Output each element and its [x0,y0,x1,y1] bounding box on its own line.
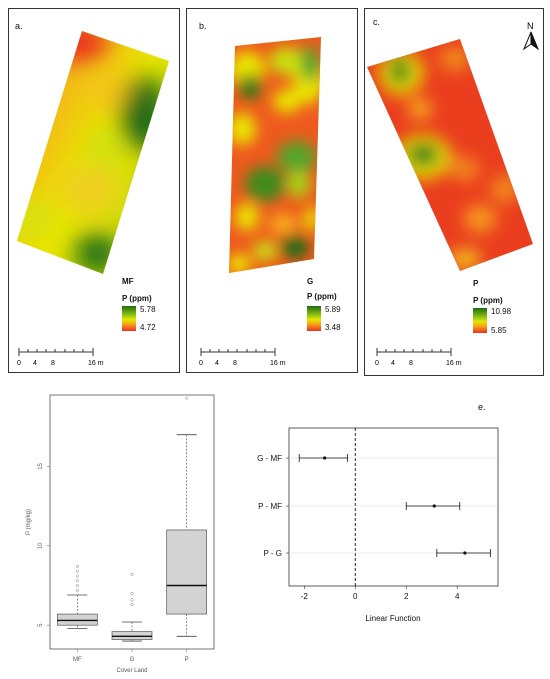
panel-label-e: e. [478,402,486,412]
legend-heading-p: P [473,279,479,288]
scale-tick-b-3: 16 m [270,360,286,367]
north-arrow: N [522,21,540,51]
scale-bar-b: 0 4 8 16 m [199,348,286,367]
map-panel-a: a. MF P (ppm) [8,8,180,373]
scale-bar-a: 0 4 8 16 m [17,348,104,367]
scale-bar-c: 0 4 8 16 m [375,348,462,367]
box-MF [56,613,98,626]
scale-tick-a-2: 8 [51,360,55,367]
boxplot-x-label: Cover Land [116,668,147,674]
box-G [111,631,153,640]
comparison-label-2: P - G [263,549,282,558]
scale-tick-c-0: 0 [375,360,379,367]
legend-max-c: 10.98 [491,307,512,316]
legend-title-c: P (ppm) [473,296,503,305]
x-tick-label-G: G [130,657,135,663]
y-tick-label-1: 10 [38,542,44,549]
legend-title-a: P (ppm) [122,294,152,303]
scale-tick-a-3: 16 m [88,360,104,367]
x-tick-label-MF: MF [73,657,82,663]
map-mf [17,31,169,274]
legend-heading-a: MF [122,277,134,286]
map-p [367,39,533,271]
legend-colorbar-a [122,306,136,331]
legend-colorbar-b [307,306,321,331]
interval-plot-frame [288,427,499,587]
legend-min-a: 4.72 [140,323,156,332]
legend-heading-b: G [307,277,314,286]
outlier-MF-2 [75,579,79,583]
x-tick-label-P: P [185,657,189,663]
comparison-label-0: G - MF [257,454,282,463]
x-tick-label-3: 4 [455,592,460,601]
scale-tick-c-2: 8 [409,360,413,367]
y-tick-label-2: 15 [38,462,44,469]
outlier-MF-4 [75,569,79,573]
x-tick-label-0: -2 [301,592,309,601]
boxplot-chart: 5 10 15 MF G P Cover Land P (mg/kg) [26,394,215,674]
outlier-MF-3 [75,574,79,578]
outlier-MF-1 [75,583,79,588]
scale-tick-c-3: 16 m [446,360,462,367]
map-g [229,37,321,273]
interval-chart: G - MF P - MF P - G -2 0 2 4 Linear Function [257,427,499,623]
x-tick-label-2: 2 [404,592,409,601]
scale-tick-c-1: 4 [391,360,395,367]
estimate-point-1 [432,504,436,508]
map-panel-c: c. N P P (ppm) 10.98 [364,8,544,376]
legend-min-b: 3.48 [325,323,341,332]
panel-label-b: b. [199,21,207,31]
legend-colorbar-c [473,308,487,333]
estimate-point-0 [323,456,327,460]
scale-tick-a-1: 4 [33,360,37,367]
map-panel-b: b. [186,8,358,373]
outlier-MF-0 [75,588,79,592]
legend-max-a: 5.78 [140,305,156,314]
interval-x-label: Linear Function [365,614,420,623]
legend-max-b: 5.89 [325,305,341,314]
estimate-point-2 [463,551,467,555]
outlier-G-3 [130,572,134,576]
legend-min-c: 5.85 [491,326,507,335]
outlier-G-2 [130,591,134,595]
scale-tick-b-0: 0 [199,360,203,367]
outlier-MF-5 [75,564,79,568]
box-P [166,529,208,615]
outlier-P-0 [185,396,189,400]
comparison-label-1: P - MF [258,502,282,511]
scale-tick-a-0: 0 [17,360,21,367]
legend-title-b: P (ppm) [307,292,337,301]
north-label: N [527,21,534,31]
scale-tick-b-2: 8 [233,360,237,367]
outlier-G-1 [130,598,134,602]
y-tick-label-0: 5 [38,623,44,627]
outlier-G-0 [130,603,134,607]
panel-label-a: a. [15,21,23,31]
panel-label-c: c. [373,17,381,27]
boxplot-y-label: P (mg/kg) [26,509,32,535]
scale-tick-b-1: 4 [215,360,219,367]
x-tick-label-1: 0 [353,592,358,601]
